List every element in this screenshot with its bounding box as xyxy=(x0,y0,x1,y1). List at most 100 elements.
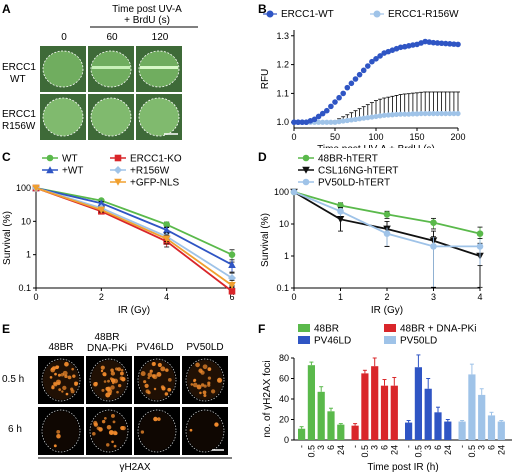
e-cell-1-0 xyxy=(38,407,84,455)
b-point-r156w xyxy=(377,113,383,119)
a-cell-r156w-0 xyxy=(40,94,86,140)
d-series-2 xyxy=(290,188,484,288)
c-xtick-label: 2 xyxy=(99,292,104,302)
d-legend-0: 48BR-hTERT xyxy=(318,154,378,165)
e-focus xyxy=(109,377,113,381)
c-legend-1: +WT xyxy=(62,166,83,177)
b-point-r156w xyxy=(348,117,354,123)
e-cell-0-2 xyxy=(134,356,180,404)
f-category-label: 3 xyxy=(423,445,433,450)
b-point-r156w xyxy=(451,110,457,117)
e-nucleus-outline xyxy=(137,409,177,453)
f-legend-0: 48BR xyxy=(314,324,339,335)
e-focus xyxy=(110,385,115,390)
f-category-label: 24 xyxy=(443,445,453,455)
b-point-r156w xyxy=(385,112,391,118)
f-bar-1-1 xyxy=(361,373,369,440)
d-ytick-label: 100 xyxy=(274,187,289,197)
b-point-r156w xyxy=(447,110,453,117)
b-ytick-label: 1.0 xyxy=(276,117,289,127)
b-point-wt xyxy=(422,38,428,45)
e-col-pv46ld: PV46LD xyxy=(136,342,173,353)
f-bar-3-0 xyxy=(458,421,466,440)
e-focus xyxy=(94,381,98,386)
d-ylabel: Survival (%) xyxy=(260,213,271,267)
e-focus xyxy=(57,373,61,377)
b-point-wt xyxy=(377,53,383,59)
e-focus xyxy=(195,362,200,368)
f-category-label: 6 xyxy=(433,445,443,450)
e-focus xyxy=(110,413,115,418)
d-xtick-label: 2 xyxy=(384,292,389,302)
c-point xyxy=(162,235,171,243)
b-point-wt xyxy=(455,41,461,48)
e-focus xyxy=(153,387,157,391)
e-focus xyxy=(165,368,169,372)
e-focus xyxy=(53,381,57,386)
b-point-wt xyxy=(373,56,379,62)
b-point-r156w xyxy=(402,111,408,117)
f-bar-0-3 xyxy=(327,411,335,440)
b-point-wt xyxy=(356,71,363,78)
c-xlabel: IR (Gy) xyxy=(118,305,150,316)
panel-label-d: D xyxy=(258,150,267,164)
e-focus xyxy=(51,366,56,371)
a-row2-line1: ERCC1 xyxy=(2,109,36,120)
f-legend-1: 48BR + DNA-PKi xyxy=(400,324,476,335)
e-focus xyxy=(151,361,156,367)
c-legend-3: +R156W xyxy=(130,166,170,177)
e-focus xyxy=(120,369,124,372)
panel-label-b: B xyxy=(258,2,267,16)
panel-e-micrographs: 48BR 48BR DNA-PKi PV46LD PV50LD 0.5 h 6 … xyxy=(2,332,232,472)
e-focus xyxy=(54,372,57,376)
e-nucleus-outline xyxy=(89,358,129,402)
e-focus xyxy=(202,390,207,395)
f-category-label: 3 xyxy=(316,445,326,450)
e-focus xyxy=(143,380,147,384)
b-point-r156w xyxy=(439,110,445,117)
e-cell-0-1 xyxy=(86,356,132,404)
b-point-r156w xyxy=(361,115,367,121)
f-bar-3-4 xyxy=(497,421,505,440)
f-category-label: 6 xyxy=(487,445,497,450)
f-category-label: 0.5 xyxy=(306,445,316,458)
e-nucleus xyxy=(43,411,79,451)
e-nucleus xyxy=(91,411,127,451)
e-focus xyxy=(72,374,76,378)
b-ytick-label: 1.3 xyxy=(276,31,289,41)
d-legend-2: PV50LD-hTERT xyxy=(318,178,390,189)
e-focus xyxy=(207,383,211,387)
b-point-r156w xyxy=(418,110,424,117)
f-category-label: 0.5 xyxy=(413,445,423,458)
f-bar-3-1 xyxy=(468,374,476,440)
e-focus xyxy=(65,392,69,396)
b-point-wt xyxy=(397,44,404,51)
b-point-wt xyxy=(348,80,355,87)
e-focus xyxy=(49,376,53,379)
f-legend-swatch-3 xyxy=(384,336,396,344)
b-point-r156w xyxy=(434,110,441,117)
e-cell-0-3 xyxy=(182,356,228,404)
f-legend-2: PV46LD xyxy=(314,336,351,347)
b-point-r156w xyxy=(414,111,420,117)
e-focus xyxy=(100,365,105,370)
b-point-r156w xyxy=(398,111,404,117)
b-ytick-label: 1.2 xyxy=(276,60,289,70)
b-point-r156w xyxy=(422,110,428,117)
e-focus xyxy=(200,370,205,375)
e-focus xyxy=(164,392,169,396)
f-bar-0-0 xyxy=(298,428,306,440)
c-legend-2: ERCC1-KO xyxy=(130,154,182,165)
f-category-label: 6 xyxy=(326,445,336,450)
b-point-wt xyxy=(299,119,305,126)
c-point xyxy=(228,260,236,269)
f-bar-2-1 xyxy=(414,367,422,440)
e-focus xyxy=(190,383,194,386)
c-point xyxy=(163,221,170,228)
b-point-r156w xyxy=(344,117,350,124)
b-point-wt xyxy=(451,41,457,47)
c-line-0 xyxy=(35,187,233,256)
e-focus xyxy=(64,361,69,367)
e-focus xyxy=(153,416,158,422)
e-focus xyxy=(100,369,104,373)
